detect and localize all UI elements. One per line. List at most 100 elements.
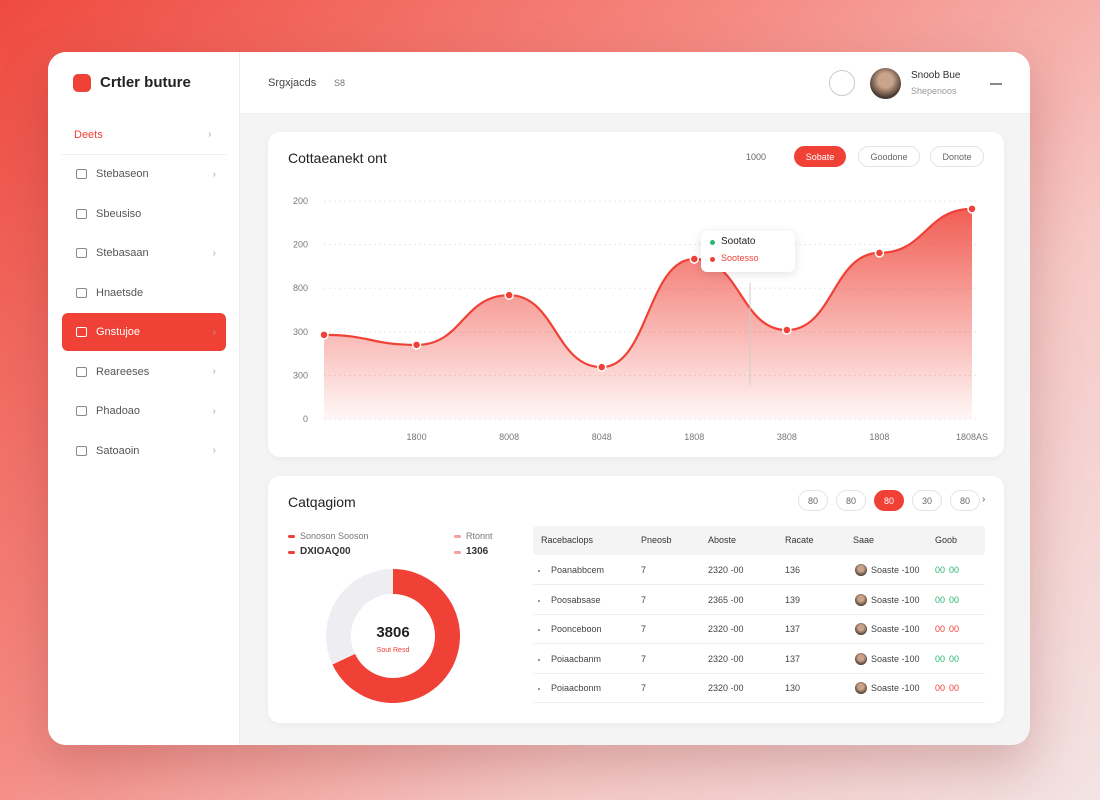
table-cell: Soaste -100 xyxy=(871,653,920,664)
point xyxy=(411,340,422,350)
y-tick-label: 300 xyxy=(293,327,308,337)
y-tick-label: 200 xyxy=(293,240,308,250)
column-header: Goob xyxy=(935,535,958,545)
table-cell: 139 xyxy=(785,594,801,605)
table-row[interactable]: Poonceboon 7 2320 -00 137 Soaste -100 00 00 xyxy=(533,615,985,644)
sidebar-section[interactable]: Deets xyxy=(74,129,103,141)
x-tick-label: 1808 xyxy=(869,432,889,442)
legend-name: Rtonnt xyxy=(466,531,493,541)
tooltip-dot xyxy=(710,257,715,262)
status-value: 00 xyxy=(949,653,960,664)
logo-icon xyxy=(73,74,91,92)
table-cell: 130 xyxy=(785,683,801,693)
user-name: Snoob Bue xyxy=(911,70,961,81)
table-cell: 2320 -00 xyxy=(708,653,744,664)
notification-button[interactable] xyxy=(829,70,855,96)
pager-button[interactable]: 80 xyxy=(874,490,904,511)
table-row[interactable]: Poiaacbanm 7 2320 -00 137 Soaste -100 00 00 xyxy=(533,645,985,674)
menu-button[interactable] xyxy=(990,83,1002,85)
table-cell: 7 xyxy=(641,653,647,664)
sidebar-item[interactable]: Sbeusiso xyxy=(62,195,226,233)
x-tick-label: 3808 xyxy=(777,432,797,442)
user-avatar xyxy=(855,682,867,694)
chart-tab[interactable]: Sobate xyxy=(794,146,846,167)
table-cell: Poanabbcem xyxy=(551,565,605,575)
pager-button[interactable]: 80 xyxy=(798,490,828,511)
table-cell: 2365 -00 xyxy=(708,594,744,605)
row-bullet xyxy=(538,688,540,690)
donut-center-value: 3806 xyxy=(376,624,409,641)
sidebar-item[interactable]: Hnaetsde xyxy=(62,274,226,312)
chart-tab[interactable]: 1000 xyxy=(745,151,767,162)
x-tick-label: 1808AS xyxy=(956,432,988,442)
chart-title: Cottaeanekt ont xyxy=(288,150,387,166)
sidebar-item[interactable]: Stebaseon › xyxy=(62,155,226,193)
sidebar-item[interactable]: Satoaoin › xyxy=(62,432,226,470)
chart-tab[interactable]: Goodone xyxy=(858,146,920,167)
x-tick-label: 1800 xyxy=(407,432,427,442)
table-cell: Poiaacbanm xyxy=(551,653,602,664)
y-tick-label: 800 xyxy=(293,283,308,293)
sidebar-item[interactable]: Reareeses › xyxy=(62,353,226,391)
item-icon xyxy=(76,406,87,416)
status-value: 00 xyxy=(935,624,946,634)
chevron: › xyxy=(212,366,216,377)
avatar[interactable] xyxy=(870,68,901,99)
column-header: Pneosb xyxy=(641,535,672,545)
table-cell: 7 xyxy=(641,594,647,605)
table-cell: 137 xyxy=(785,653,801,664)
user-avatar xyxy=(855,593,867,606)
sidebar-item[interactable]: Gnstujoe › xyxy=(62,313,226,351)
item-icon xyxy=(76,327,87,337)
chevron: › xyxy=(212,326,216,338)
tooltip-text: Sootesso xyxy=(721,253,759,263)
table-row[interactable]: Poanabbcem 7 2320 -00 136 Soaste -100 00 00 xyxy=(533,556,985,585)
sidebar-item[interactable]: Stebasaan › xyxy=(62,234,226,272)
panel-title: Catqagiom xyxy=(288,494,356,510)
table-cell: Poosabsase xyxy=(551,594,601,605)
table-cell: 7 xyxy=(641,624,647,634)
column-header: Saae xyxy=(853,535,875,545)
y-tick-label: 0 xyxy=(303,414,308,424)
x-tick-label: 8008 xyxy=(499,432,519,442)
point xyxy=(874,248,885,258)
row-bullet xyxy=(538,599,540,602)
area-chart: 0 300 300 800 200 200 1800 8008 8048 1808 3808 1808… xyxy=(293,196,988,442)
table-cell: 7 xyxy=(641,683,647,693)
item-icon xyxy=(76,287,87,298)
pager-button[interactable]: 80 xyxy=(836,490,866,511)
pager-button[interactable]: 30 xyxy=(912,490,942,511)
row-bullet xyxy=(538,658,540,661)
chart-tab[interactable]: Donote xyxy=(930,146,984,167)
column-header: Racate xyxy=(785,535,814,545)
divider xyxy=(62,154,226,155)
user-role: Shepenoos xyxy=(911,86,957,96)
donut-segment xyxy=(326,569,393,665)
legend-swatch xyxy=(288,551,295,554)
table-cell: 2320 -00 xyxy=(708,624,744,634)
status-value: 00 xyxy=(949,565,960,575)
sidebar: Crtler buture Deets › Stebaseon › Sbeusiso… xyxy=(48,52,240,745)
table-row[interactable]: Poosabsase 7 2365 -00 139 Soaste -100 00 00 xyxy=(533,586,985,615)
pager-button[interactable]: 80 xyxy=(950,490,980,511)
sidebar-item[interactable]: Phadoao › xyxy=(62,392,226,430)
column-header: Racebaclops xyxy=(541,535,594,545)
table-cell: 2320 -00 xyxy=(708,683,744,693)
point xyxy=(504,290,514,300)
legend-value: DXIOAQ00 xyxy=(300,546,351,557)
table-header: Racebaclops Pneosb Aboste Racate Saae Goob xyxy=(533,526,985,555)
status-value: 00 xyxy=(935,565,946,575)
category-panel: Catqagiom 80 80 80 30 80 › Sonoson Sooson DXIOA… xyxy=(268,476,1004,723)
status-value: 00 xyxy=(949,624,960,634)
legend-name: Sonoson Sooson xyxy=(300,531,369,541)
table-row[interactable]: Poiaacbonm 7 2320 -00 130 Soaste -100 00 00 xyxy=(533,674,985,703)
item-icon xyxy=(76,248,87,258)
point xyxy=(689,254,700,264)
pager-next[interactable]: › xyxy=(982,494,986,505)
table-cell: 7 xyxy=(641,565,647,575)
status-value: 00 xyxy=(935,683,946,693)
donut-center-label: Sout Resd xyxy=(377,647,410,654)
item-icon xyxy=(76,208,87,219)
nav-link[interactable]: Srgxjacds xyxy=(268,77,317,89)
legend-swatch xyxy=(454,551,461,554)
